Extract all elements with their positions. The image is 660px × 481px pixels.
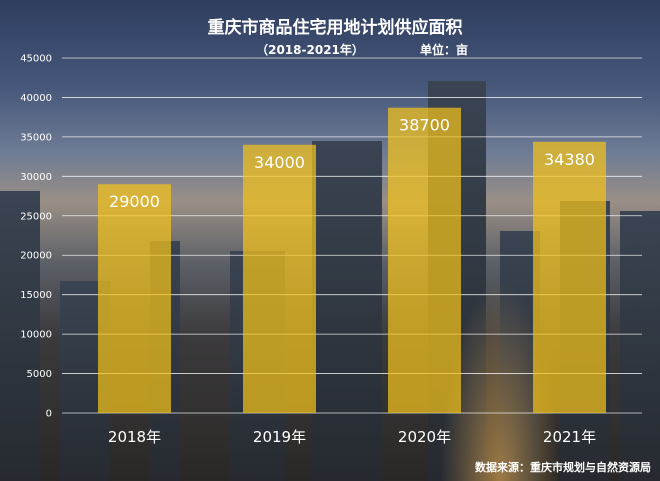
chart-title: 重庆市商品住宅用地计划供应面积 xyxy=(208,17,463,38)
bar xyxy=(243,144,316,413)
y-axis-ticks: 0 5000 10000 15000 20000 25000 30000 35000 40000… xyxy=(20,54,52,420)
background-building xyxy=(312,141,382,481)
background-building xyxy=(620,211,660,481)
y-tick-label: 40000 xyxy=(20,93,52,104)
y-tick-label: 10000 xyxy=(20,330,52,341)
y-tick-label: 5000 xyxy=(27,369,52,380)
source-note: 数据来源：重庆市规划与自然资源局 xyxy=(475,460,651,474)
bar xyxy=(98,184,171,413)
y-tick-label: 15000 xyxy=(20,290,52,301)
bar-value-label: 34000 xyxy=(254,153,305,172)
y-tick-label: 0 xyxy=(46,409,52,420)
x-category-label: 2021年 xyxy=(543,428,596,446)
y-tick-label: 25000 xyxy=(20,211,52,222)
x-axis-labels: 2018年 2019年 2020年 2021年 xyxy=(108,428,596,446)
y-tick-label: 20000 xyxy=(20,251,52,262)
bars xyxy=(98,107,606,413)
bar-value-label: 34380 xyxy=(544,150,595,169)
bar xyxy=(533,141,606,413)
x-category-label: 2020年 xyxy=(398,428,451,446)
background-building xyxy=(0,191,40,481)
bar xyxy=(388,107,461,413)
x-category-label: 2019年 xyxy=(253,428,306,446)
bar-value-label: 38700 xyxy=(399,116,450,135)
unit-label: 单位：亩 xyxy=(420,42,468,57)
x-category-label: 2018年 xyxy=(108,428,161,446)
data-labels: 29000 34000 38700 34380 xyxy=(109,116,595,212)
bar-value-label: 29000 xyxy=(109,192,160,211)
y-tick-label: 30000 xyxy=(20,172,52,183)
chart-subtitle: （2018-2021年） xyxy=(256,42,364,57)
y-tick-label: 35000 xyxy=(20,132,52,143)
y-tick-label: 45000 xyxy=(20,54,52,65)
